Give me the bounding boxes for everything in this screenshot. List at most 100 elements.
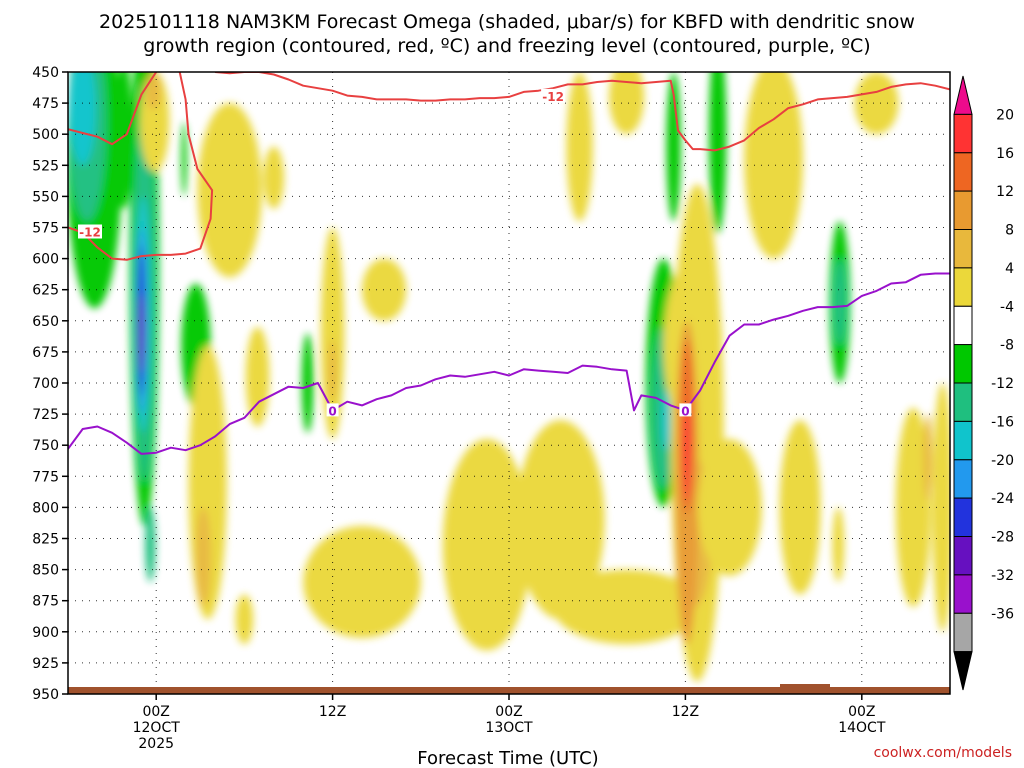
omega-region (697, 439, 762, 576)
y-tick-label: 650 (32, 314, 59, 330)
colorbar-label: 4 (1005, 261, 1014, 277)
terrain-ground-bump (780, 684, 830, 688)
dendritic-contour-label: -12 (79, 226, 101, 240)
omega-region (301, 333, 314, 433)
colorbar-segment (953, 113, 973, 154)
dendritic-contour-label: -12 (542, 90, 564, 104)
colorbar-label: -20 (991, 453, 1014, 469)
freezing-level-line (68, 272, 950, 455)
colorbar-segment (953, 651, 973, 691)
chart-title-line-2: growth region (contoured, red, ºC) and f… (143, 35, 870, 57)
colorbar-segment (953, 459, 973, 499)
omega-region (145, 507, 156, 582)
omega-shading (68, 72, 950, 682)
omega-region (609, 72, 645, 135)
colorbar-segment (953, 229, 973, 269)
omega-shading-group (68, 72, 950, 682)
omega-region (708, 72, 727, 234)
omega-region (320, 227, 345, 439)
colorbar-label: -16 (991, 414, 1014, 430)
dendritic-contour-label-bg (541, 88, 566, 103)
omega-region (328, 339, 337, 402)
colorbar-segment (953, 574, 973, 614)
colorbar-segment (953, 536, 973, 576)
x-tick-label: 13OCT (485, 720, 533, 736)
y-axis: 450 475 500 525 550 575 600 625 650 675 700 725 750 7… (32, 65, 68, 703)
terrain-ground-bar (68, 687, 950, 694)
y-tick-label: 600 (32, 252, 59, 268)
colorbar-segment (953, 267, 973, 307)
omega-region (833, 258, 846, 346)
y-tick-label: 800 (32, 500, 59, 516)
omega-region (362, 258, 407, 321)
colorbar-label: -36 (991, 606, 1014, 622)
y-tick-label: 550 (32, 189, 59, 205)
colorbar-segment (953, 152, 973, 192)
omega-region (683, 401, 691, 502)
colorbar-segment (953, 344, 973, 384)
colorbar-segment (953, 612, 973, 653)
colorbar-label: -24 (991, 491, 1014, 507)
freezing-level-label: 0 (328, 404, 336, 418)
y-tick-label: 500 (32, 127, 59, 143)
omega-region (450, 579, 465, 610)
colorbar-label: -4 (1000, 299, 1014, 315)
colorbar: 20 16 12 8 4 -4 -8 -12 -16 -20 -24 -28 -32 -36 (953, 75, 1014, 691)
omega-region (303, 526, 421, 638)
y-tick-label: 700 (32, 376, 59, 392)
omega-region (553, 569, 701, 645)
freezing-level-label-bg (679, 403, 692, 417)
omega-region (197, 103, 262, 278)
freezing-level-label: 0 (681, 404, 689, 418)
dendritic-contour-label-bg (78, 224, 102, 239)
colorbar-label: -32 (991, 568, 1014, 584)
terrain-ground (68, 684, 950, 694)
temperature-contours: -12 -12 0 0 (68, 72, 950, 455)
y-tick-label: 475 (32, 96, 59, 112)
dendritic-growth-contour-line (68, 72, 158, 146)
omega-region (923, 414, 933, 502)
omega-region (832, 507, 845, 582)
y-tick-label: 900 (32, 625, 59, 641)
y-tick-label: 875 (32, 594, 59, 610)
colorbar-segment (953, 497, 973, 538)
omega-region (115, 72, 133, 209)
freezing-level-label-bg (326, 403, 339, 417)
colorbar-label: 8 (1005, 223, 1014, 239)
y-tick-label: 450 (32, 65, 59, 81)
colorbar-segment (953, 305, 973, 346)
omega-region (245, 327, 270, 427)
omega-region (516, 420, 605, 620)
colorbar-label: 12 (996, 184, 1014, 200)
y-tick-label: 575 (32, 221, 59, 237)
y-tick-label: 825 (32, 532, 59, 548)
colorbar-segment (953, 190, 973, 231)
omega-region (744, 72, 803, 259)
omega-region (195, 507, 211, 607)
x-tick-label: 00Z (495, 704, 522, 720)
x-axis-label: Forecast Time (UTC) (417, 748, 598, 768)
x-tick-label: 14OCT (838, 720, 886, 736)
omega-region (566, 72, 593, 222)
x-tick-label: 00Z (848, 704, 875, 720)
omega-region (666, 72, 681, 222)
x-tick-label: 12OCT (133, 720, 181, 736)
x-tick-label: 12Z (672, 704, 699, 720)
grid-lines (68, 72, 950, 694)
colorbar-label: 20 (996, 107, 1014, 123)
y-tick-label: 850 (32, 563, 59, 579)
dendritic-growth-contour-line (68, 72, 214, 261)
omega-region (854, 72, 899, 135)
omega-region (69, 72, 96, 166)
x-tick-label: 12Z (319, 704, 346, 720)
colorbar-segment (953, 75, 973, 115)
omega-region (442, 439, 531, 651)
y-tick-label: 625 (32, 283, 59, 299)
y-tick-label: 675 (32, 345, 59, 361)
y-tick-label: 950 (32, 687, 59, 703)
omega-region (779, 420, 821, 595)
x-tick-label: 2025 (138, 736, 174, 752)
y-tick-label: 750 (32, 438, 59, 454)
